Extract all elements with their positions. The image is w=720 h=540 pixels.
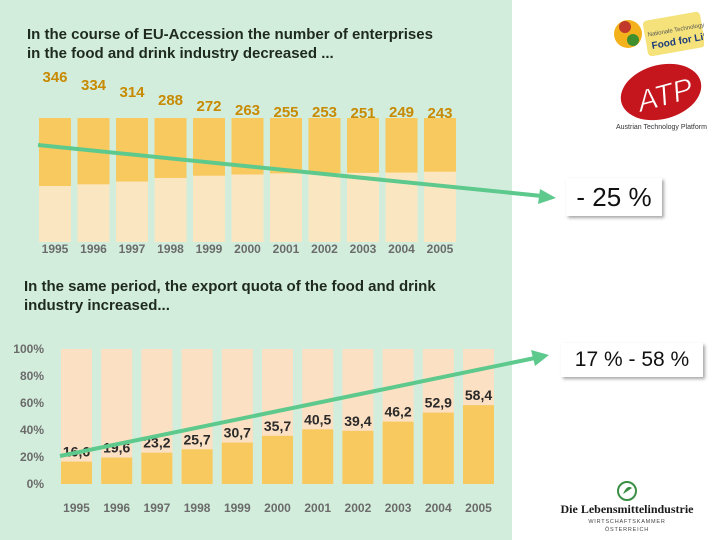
export-bar: [302, 429, 334, 484]
decrease-badge: - 25 %: [566, 178, 662, 216]
bottom-heading-line2: industry increased...: [24, 297, 170, 314]
enterprise-year-tick: 1997: [119, 242, 146, 256]
top-heading-line2: in the food and drink industry decreased…: [27, 45, 334, 62]
enterprise-year-tick: 1999: [196, 242, 223, 256]
export-year-tick: 2000: [264, 501, 291, 515]
enterprise-value-label: 255: [273, 104, 298, 121]
bottom-heading: In the same period, the export quota of …: [24, 277, 524, 315]
export-value-label: 46,2: [384, 404, 411, 420]
export-value-label: 35,7: [264, 418, 291, 434]
export-trend-arrow-line: [59, 356, 536, 458]
export-trend-arrow-head: [531, 350, 549, 366]
enterprise-value-label: 253: [312, 104, 337, 121]
export-year-tick: 2004: [425, 501, 452, 515]
enterprise-year-tick: 2004: [388, 242, 415, 256]
lebensmittelindustrie-logo: Die Lebensmittelindustrie WIRTSCHAFTSKAM…: [561, 481, 695, 533]
lebensmittel-name: Die Lebensmittelindustrie: [561, 502, 695, 516]
export-year-tick: 1997: [144, 501, 171, 515]
export-value-label: 39,4: [344, 413, 371, 429]
enterprises-bar-chart: 346 1995 334 1996 314 1997 288 1998 272 1999 263 20…: [37, 69, 556, 256]
enterprise-value-label: 272: [196, 98, 221, 115]
export-axis-tick: 20%: [20, 450, 44, 464]
food-for-life-logo: Nationale Technology Platform Food for L…: [614, 11, 704, 57]
enterprise-year-tick: 1996: [80, 242, 107, 256]
export-year-tick: 2003: [385, 501, 412, 515]
export-axis-tick: 60%: [20, 396, 44, 410]
enterprise-year-tick: 2003: [350, 242, 377, 256]
export-bar: [342, 430, 374, 484]
export-value-label: 58,4: [465, 387, 492, 403]
logo-fruit-icon: [619, 21, 631, 33]
enterprise-bar: [193, 118, 225, 176]
export-bar: [141, 452, 173, 484]
enterprise-year-tick: 2000: [234, 242, 261, 256]
enterprise-year-tick: 1998: [157, 242, 184, 256]
enterprise-year-tick: 2001: [273, 242, 300, 256]
export-bar: [422, 412, 454, 484]
atp-tagline: Austrian Technology Platform: [616, 124, 707, 131]
export-value-label: 30,7: [224, 425, 251, 441]
export-year-tick: 2001: [304, 501, 331, 515]
enterprise-bar: [308, 118, 341, 174]
enterprise-trend-arrow-line: [37, 143, 543, 198]
atp-logo: ATP Austrian Technology Platform: [616, 63, 707, 131]
export-bar: [181, 449, 213, 484]
bottom-heading-line1: In the same period, the export quota of …: [24, 278, 436, 295]
enterprise-trend-arrow-head: [538, 189, 556, 204]
enterprise-value-label: 249: [389, 104, 414, 121]
lebensmittel-sub1: WIRTSCHAFTSKAMMER: [588, 519, 665, 525]
export-year-tick: 1995: [63, 501, 90, 515]
export-bar-background: [61, 349, 92, 484]
export-axis-tick: 40%: [20, 423, 44, 437]
export-value-label: 40,5: [304, 411, 331, 427]
export-bar: [101, 457, 133, 484]
enterprise-year-tick: 1995: [42, 242, 69, 256]
enterprise-bar: [347, 118, 379, 173]
export-year-tick: 1996: [103, 501, 130, 515]
enterprise-value-label: 263: [235, 102, 260, 119]
export-year-tick: 2002: [345, 501, 372, 515]
export-value-label: 52,9: [425, 395, 452, 411]
export-bar: [262, 435, 293, 484]
export-year-tick: 2005: [465, 501, 492, 515]
export-value-label: 25,7: [183, 431, 210, 447]
enterprise-value-label: 334: [81, 77, 107, 94]
enterprise-bar: [424, 118, 456, 172]
export-year-tick: 1998: [184, 501, 211, 515]
export-bar: [221, 442, 253, 484]
enterprise-bar: [385, 118, 418, 173]
export-year-tick: 1999: [224, 501, 251, 515]
export-bar: [382, 421, 414, 484]
enterprise-value-label: 346: [42, 69, 67, 86]
enterprise-value-label: 288: [158, 92, 183, 109]
enterprise-year-tick: 2005: [427, 242, 454, 256]
enterprise-value-label: 314: [119, 84, 145, 101]
atp-ellipse-icon: [620, 63, 702, 121]
logo-leaf-icon: [627, 34, 639, 46]
enterprise-year-tick: 2002: [311, 242, 338, 256]
export-quota-bar-chart: 0%20%40%60%80%100%16,6199519,6199623,219…: [13, 342, 549, 515]
export-axis-tick: 0%: [27, 477, 45, 491]
enterprise-bar: [116, 118, 148, 182]
enterprise-value-label: 243: [427, 105, 452, 122]
top-heading-line1: In the course of EU-Accession the number…: [27, 26, 433, 43]
enterprise-bar: [154, 118, 187, 178]
enterprise-bar: [39, 118, 71, 186]
lebensmittel-leaf-icon: [623, 486, 632, 494]
enterprise-value-label: 251: [350, 105, 375, 122]
logo-label-background: [642, 11, 704, 57]
export-axis-tick: 100%: [13, 342, 44, 356]
export-range-badge: 17 % - 58 %: [561, 343, 703, 377]
lebensmittel-sub2: ÖSTERREICH: [605, 526, 649, 533]
top-heading: In the course of EU-Accession the number…: [27, 25, 517, 63]
enterprise-bar: [270, 118, 302, 174]
export-bar: [463, 405, 494, 484]
export-axis-tick: 80%: [20, 369, 44, 383]
export-bar: [61, 461, 92, 484]
